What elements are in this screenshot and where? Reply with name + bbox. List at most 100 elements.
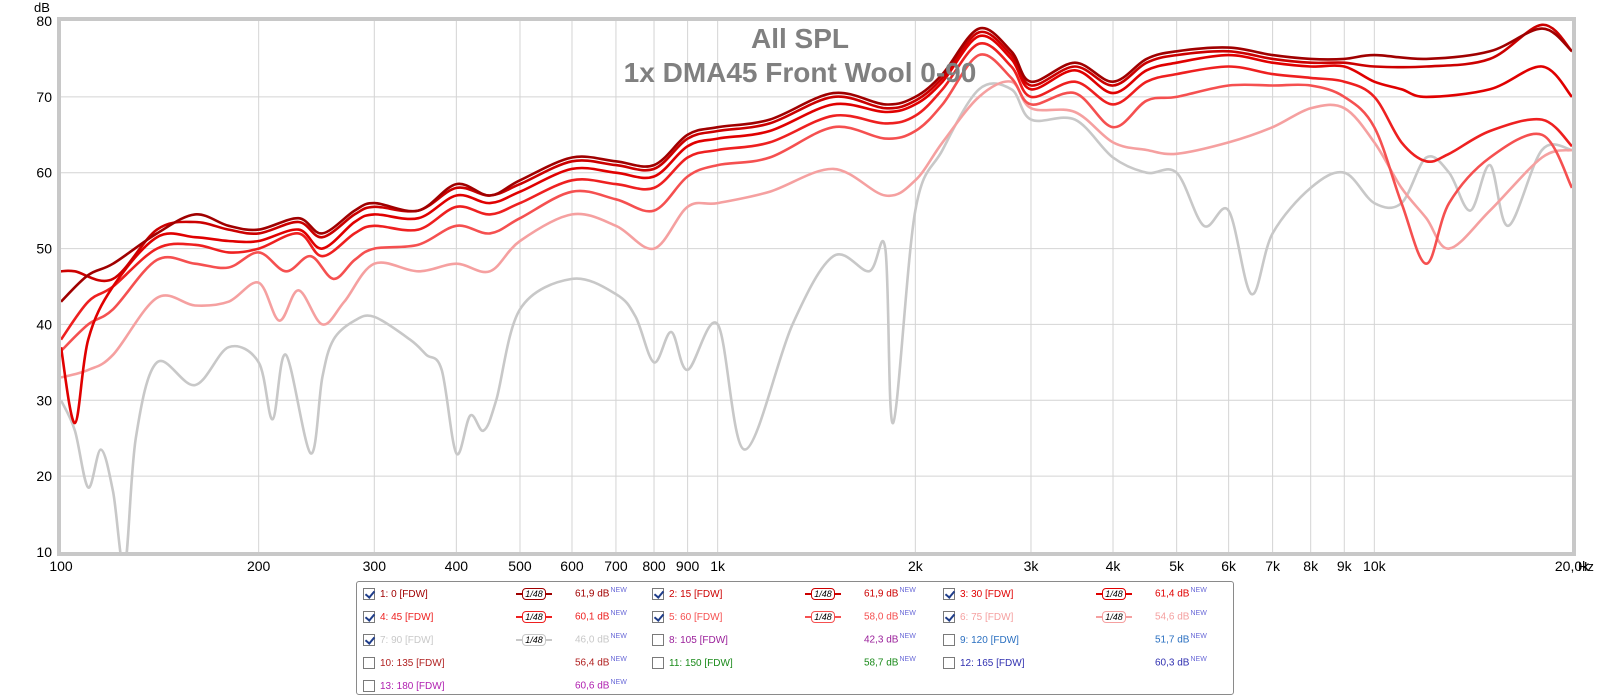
legend-level-value: 46,0 dBNEW [575, 633, 627, 646]
x-tick-label: 900 [676, 558, 700, 574]
legend-item: 5: 60 [FDW] [652, 608, 722, 626]
x-tick-label: 600 [560, 558, 584, 574]
grid [61, 21, 1572, 552]
legend-series-name: 13: 180 [FDW] [380, 680, 445, 692]
x-tick-label: 100 [49, 558, 73, 574]
x-tick-label: 5k [1169, 558, 1185, 574]
smoothing-label: 1/48 [522, 611, 546, 623]
legend-series-name: 5: 60 [FDW] [669, 611, 723, 623]
series-line-2 [61, 23, 1572, 283]
legend-level-value: 42,3 dBNEW [864, 633, 916, 646]
series-checkbox[interactable] [652, 634, 664, 646]
new-badge: NEW [610, 610, 627, 617]
y-tick-label: 20 [36, 468, 52, 484]
series-line-5 [61, 53, 1572, 352]
new-badge: NEW [610, 679, 627, 686]
legend-item: 11: 150 [FDW] [652, 654, 733, 672]
new-badge: NEW [899, 633, 916, 640]
legend-series-name: 7: 90 [FDW] [380, 634, 434, 646]
y-tick-label: 70 [36, 89, 52, 105]
series-checkbox[interactable] [363, 680, 375, 692]
smoothing-button[interactable]: 1/48 [1096, 587, 1132, 601]
series-layer [61, 23, 1572, 552]
y-axis-label: dB [34, 0, 50, 15]
series-checkbox[interactable] [363, 611, 375, 623]
y-tick-label: 40 [36, 316, 52, 332]
legend-item: 6: 75 [FDW] [943, 608, 1013, 626]
smoothing-button[interactable]: 1/48 [516, 610, 552, 624]
legend-item: 9: 120 [FDW] [943, 631, 1019, 649]
x-axis-unit: Hz [1578, 559, 1594, 574]
x-tick-label: 20,0k [1555, 558, 1590, 574]
legend-series-name: 10: 135 [FDW] [380, 657, 445, 669]
legend-series-name: 12: 165 [FDW] [960, 657, 1025, 669]
legend-level-value: 54,6 dBNEW [1155, 610, 1207, 623]
legend-series-name: 9: 120 [FDW] [960, 634, 1019, 646]
legend-series-name: 8: 105 [FDW] [669, 634, 728, 646]
series-checkbox[interactable] [943, 588, 955, 600]
series-checkbox[interactable] [652, 657, 664, 669]
smoothing-button[interactable]: 1/48 [805, 610, 841, 624]
x-tick-label: 200 [247, 558, 271, 574]
new-badge: NEW [1190, 587, 1207, 594]
legend-item: 3: 30 [FDW] [943, 585, 1013, 603]
smoothing-label: 1/48 [1102, 588, 1126, 600]
x-tick-label: 300 [363, 558, 387, 574]
new-badge: NEW [1190, 633, 1207, 640]
series-checkbox[interactable] [363, 588, 375, 600]
new-badge: NEW [610, 633, 627, 640]
series-checkbox[interactable] [363, 657, 375, 669]
series-checkbox[interactable] [943, 611, 955, 623]
y-tick-label: 60 [36, 165, 52, 181]
chart-title: All SPL [751, 23, 849, 54]
legend-series-name: 3: 30 [FDW] [960, 588, 1014, 600]
series-line-3 [61, 34, 1572, 425]
legend-series-name: 2: 15 [FDW] [669, 588, 723, 600]
series-checkbox[interactable] [943, 634, 955, 646]
series-checkbox[interactable] [363, 634, 375, 646]
smoothing-label: 1/48 [522, 634, 546, 646]
legend-level-value: 58,0 dBNEW [864, 610, 916, 623]
new-badge: NEW [1190, 656, 1207, 663]
smoothing-button[interactable]: 1/48 [516, 587, 552, 601]
legend-item: 10: 135 [FDW] [363, 654, 444, 672]
series-checkbox[interactable] [652, 588, 664, 600]
smoothing-button[interactable]: 1/48 [516, 633, 552, 647]
legend-series-name: 4: 45 [FDW] [380, 611, 434, 623]
legend-level-value: 60,3 dBNEW [1155, 656, 1207, 669]
x-tick-label: 2k [908, 558, 924, 574]
legend-level-value: 61,4 dBNEW [1155, 587, 1207, 600]
series-checkbox[interactable] [652, 611, 664, 623]
legend-item: 1: 0 [FDW] [363, 585, 428, 603]
legend-item: 4: 45 [FDW] [363, 608, 433, 626]
x-tick-label: 700 [604, 558, 628, 574]
x-tick-label: 4k [1106, 558, 1122, 574]
y-tick-label: 80 [36, 13, 52, 29]
smoothing-label: 1/48 [811, 611, 835, 623]
smoothing-label: 1/48 [811, 588, 835, 600]
legend-level-value: 60,6 dBNEW [575, 679, 627, 692]
y-axis: 10 20 30 40 50 60 70 80 [36, 13, 52, 560]
y-tick-label: 30 [36, 392, 52, 408]
smoothing-button[interactable]: 1/48 [805, 587, 841, 601]
smoothing-button[interactable]: 1/48 [1096, 610, 1132, 624]
new-badge: NEW [610, 656, 627, 663]
smoothing-label: 1/48 [1102, 611, 1126, 623]
legend-item: 13: 180 [FDW] [363, 677, 444, 695]
series-line-7 [61, 82, 1572, 552]
legend-level-value: 51,7 dBNEW [1155, 633, 1207, 646]
series-checkbox[interactable] [943, 657, 955, 669]
new-badge: NEW [1190, 610, 1207, 617]
x-tick-label: 10k [1363, 558, 1387, 574]
legend-level-value: 56,4 dBNEW [575, 656, 627, 669]
legend-series-name: 11: 150 [FDW] [669, 657, 733, 669]
y-tick-label: 10 [36, 544, 52, 560]
legend-panel: 1: 0 [FDW] 1/48 61,9 dBNEW 2: 15 [FDW] 1/48 6… [356, 581, 1234, 695]
legend-level-value: 58,7 dBNEW [864, 656, 916, 669]
x-tick-label: 3k [1024, 558, 1040, 574]
frequency-response-chart: 10 20 30 40 50 60 70 80 100 200 300 400 500 600 700 80… [34, 0, 1594, 574]
x-tick-label: 400 [445, 558, 469, 574]
series-line-6 [61, 80, 1572, 379]
new-badge: NEW [610, 587, 627, 594]
legend-level-value: 61,9 dBNEW [864, 587, 916, 600]
